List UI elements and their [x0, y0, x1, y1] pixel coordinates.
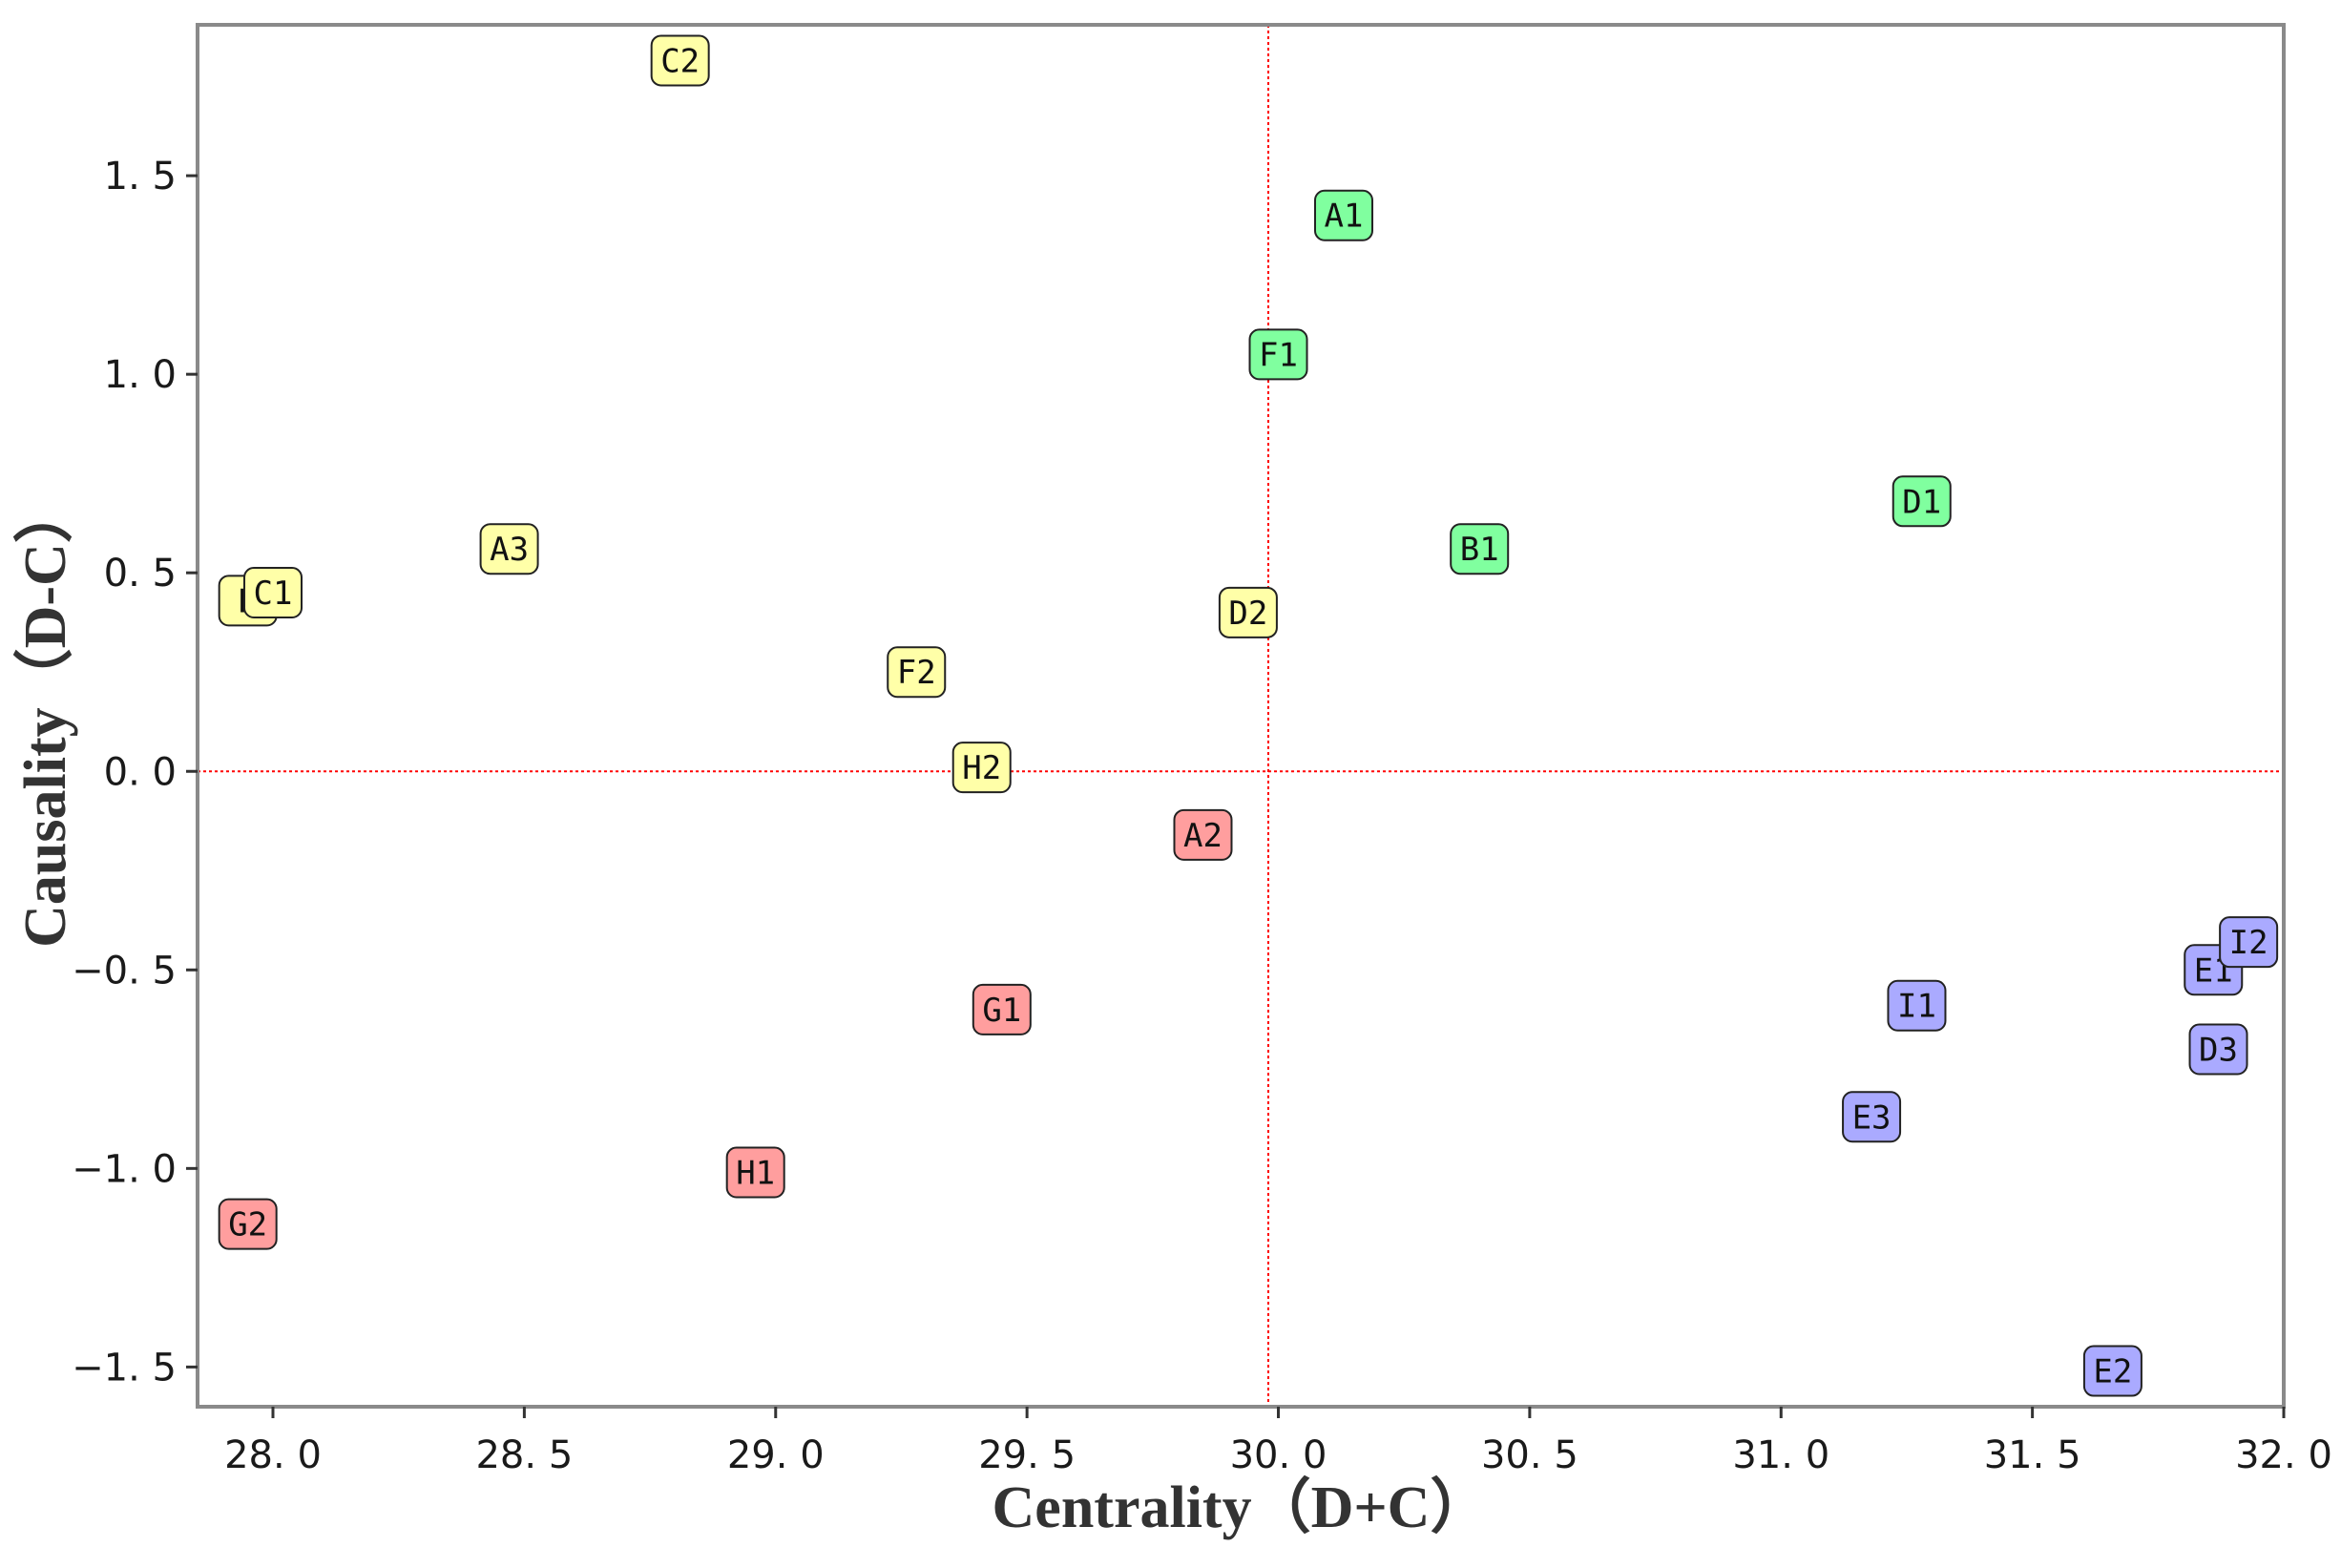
data-point-label: D3	[2199, 1032, 2238, 1070]
data-point-label: G2	[228, 1206, 267, 1244]
data-point-box	[1218, 586, 1278, 638]
y-tick-label: −1. 0	[72, 1147, 177, 1191]
x-tick-label: 32. 0	[2235, 1433, 2332, 1477]
data-point-label: A2	[1183, 817, 1223, 855]
data-point-a2: A2	[1173, 808, 1233, 861]
data-point-g2: G2	[218, 1198, 278, 1250]
data-point-box	[2219, 916, 2279, 969]
data-point-label: G1	[982, 992, 1021, 1030]
data-point-box	[243, 567, 303, 619]
data-point-label: I1	[1897, 988, 1936, 1026]
y-axis-ticks: −1. 5 −1. 0 −0. 5 0. 0 0. 5 1. 0 1. 5	[72, 155, 198, 1390]
y-tick-label: −1. 5	[72, 1346, 177, 1390]
data-point-b1: B1	[1450, 523, 1510, 575]
y-axis-label: Causality（D-C）	[11, 484, 78, 948]
data-point-e3: E3	[1842, 1091, 1902, 1143]
y-tick-label: 1. 0	[104, 353, 177, 397]
x-tick-label: 30. 0	[1230, 1433, 1327, 1477]
reference-lines	[198, 25, 2284, 1407]
plot-area-frame	[196, 23, 2286, 1409]
x-tick-label: 29. 0	[727, 1433, 825, 1477]
data-point-d3: D3	[2188, 1023, 2248, 1076]
data-point-box	[1842, 1091, 1902, 1143]
data-point-box	[1887, 979, 1947, 1032]
data-point-box	[887, 646, 947, 699]
data-point-d1: D1	[1892, 475, 1952, 528]
data-point-a3: A3	[479, 523, 539, 575]
data-point-h1: H1	[725, 1146, 785, 1199]
data-point-box	[1313, 189, 1373, 241]
data-point-box	[1173, 808, 1233, 861]
x-axis-label: Centrality（D+C）	[993, 1474, 1490, 1540]
data-point-g1: G1	[972, 983, 1032, 1035]
data-point-d2: D2	[1218, 586, 1278, 638]
x-tick-label: 28. 0	[224, 1433, 322, 1477]
data-point-label: A1	[1325, 198, 1364, 236]
data-point-label: E2	[2093, 1353, 2132, 1391]
y-tick-label: 1. 5	[104, 155, 177, 199]
x-axis-ticks: 28. 0 28. 5 29. 0 29. 5 30. 0 30. 5 31. 0 31. 5…	[224, 1407, 2332, 1477]
data-point-box	[951, 742, 1012, 794]
data-point-label: I2	[2229, 924, 2268, 962]
data-point-box	[2188, 1023, 2248, 1076]
data-point-box	[650, 34, 710, 87]
data-point-i1: I1	[1887, 979, 1947, 1032]
data-point-box	[725, 1146, 785, 1199]
data-point-c2: C2	[650, 34, 710, 87]
data-point-box	[479, 523, 539, 575]
data-points: C2A1F1D1B1A3BC1D2F2H2A2G1H1G2E1I2I1D3E3E…	[218, 34, 2279, 1397]
data-point-box	[218, 1198, 278, 1250]
x-tick-label: 29. 5	[978, 1433, 1076, 1477]
data-point-box	[972, 983, 1032, 1035]
data-point-label: C2	[660, 42, 700, 80]
data-point-label: D2	[1228, 595, 1267, 633]
data-point-f2: F2	[887, 646, 947, 699]
x-tick-label: 31. 5	[1984, 1433, 2081, 1477]
data-point-f1: F1	[1248, 328, 1308, 381]
data-point-label: B1	[1460, 531, 1499, 569]
data-point-c1: C1	[243, 567, 303, 619]
data-point-label: H2	[962, 749, 1001, 787]
data-point-box	[1248, 328, 1308, 381]
y-tick-label: −0. 5	[72, 949, 177, 993]
data-point-label: E3	[1852, 1098, 1892, 1137]
data-point-a1: A1	[1313, 189, 1373, 241]
data-point-box	[1450, 523, 1510, 575]
data-point-box	[2082, 1345, 2142, 1397]
x-tick-label: 30. 5	[1481, 1433, 1578, 1477]
data-point-label: F2	[897, 654, 936, 692]
data-point-i2: I2	[2219, 916, 2279, 969]
y-tick-label: 0. 5	[104, 552, 177, 596]
data-point-box	[1892, 475, 1952, 528]
data-point-e2: E2	[2082, 1345, 2142, 1397]
x-tick-label: 31. 0	[1732, 1433, 1829, 1477]
data-point-label: A3	[490, 531, 529, 569]
data-point-label: C1	[254, 575, 293, 613]
data-point-label: F1	[1259, 336, 1298, 374]
x-tick-label: 28. 5	[475, 1433, 573, 1477]
data-point-h2: H2	[951, 742, 1012, 794]
data-point-label: D1	[1902, 483, 1941, 521]
data-point-label: H1	[736, 1155, 775, 1193]
y-tick-label: 0. 0	[104, 750, 177, 794]
